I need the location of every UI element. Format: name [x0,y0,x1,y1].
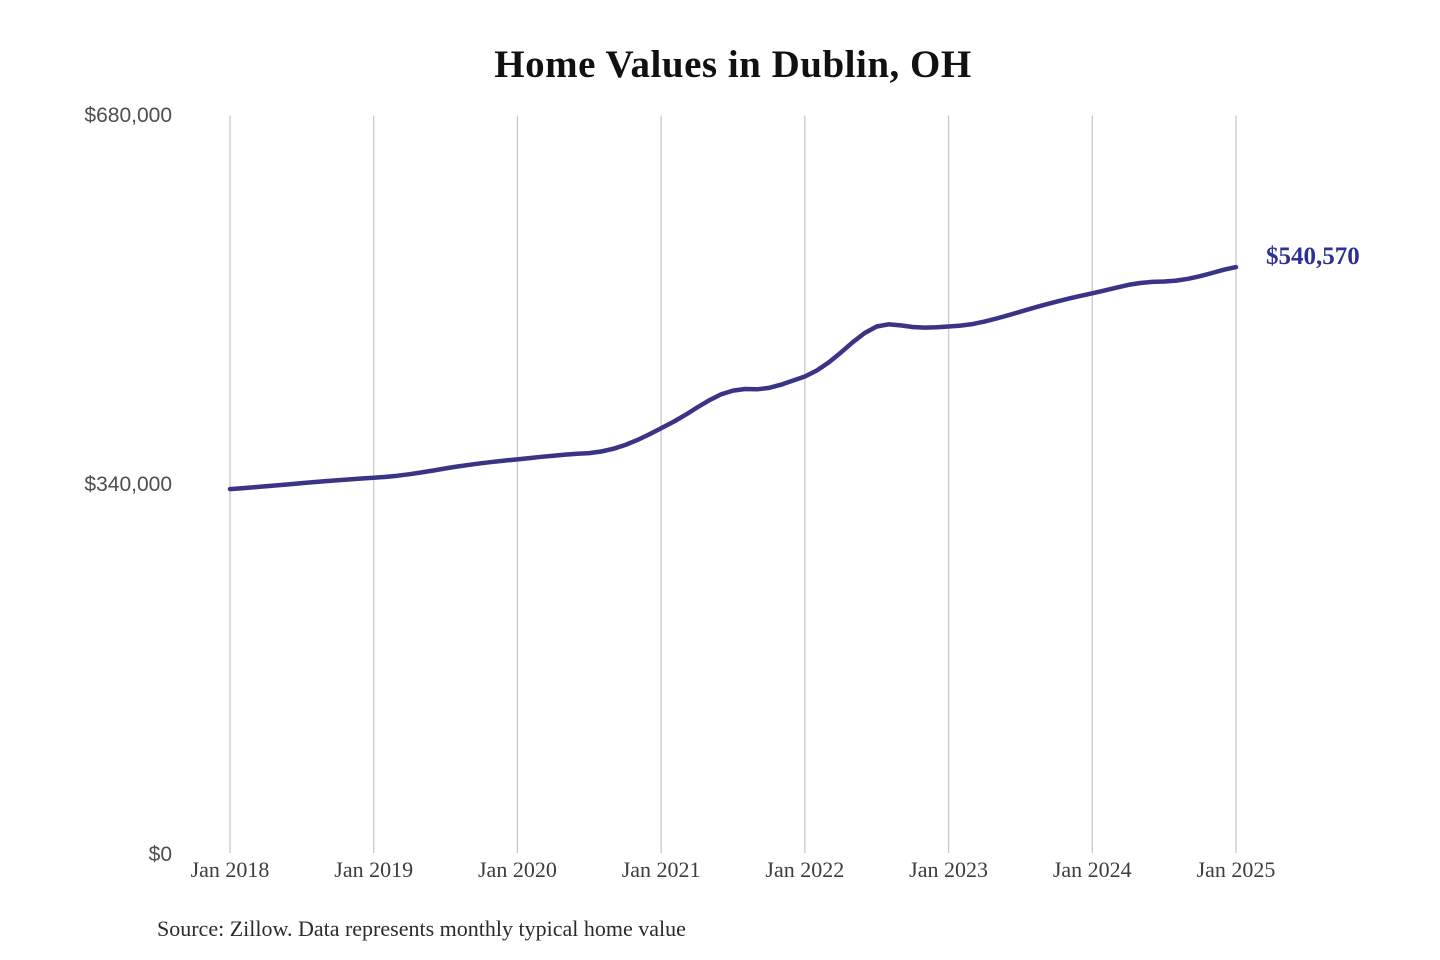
home-value-line-series [227,264,1239,492]
x-axis-tick-label: Jan 2024 [1052,857,1132,882]
x-axis-tick-label: Jan 2021 [621,857,701,882]
x-axis-tick-label: Jan 2020 [478,857,557,882]
y-axis-tick-label: $340,000 [84,473,172,497]
end-value-label: $540,570 [1266,243,1360,271]
y-axis-tick-label: $680,000 [84,103,172,127]
source-note: Source: Zillow. Data represents monthly … [157,916,686,941]
x-axis-tick-label: Jan 2019 [334,857,414,882]
y-axis-tick-label: $0 [148,843,172,866]
x-axis-tick-label: Jan 2018 [190,857,270,882]
x-axis-tick-label: Jan 2023 [909,857,988,882]
x-axis-tick-label: Jan 2025 [1196,857,1276,882]
x-axis-tick-label: Jan 2022 [765,857,845,882]
chart-title: Home Values in Dublin, OH [494,43,972,86]
